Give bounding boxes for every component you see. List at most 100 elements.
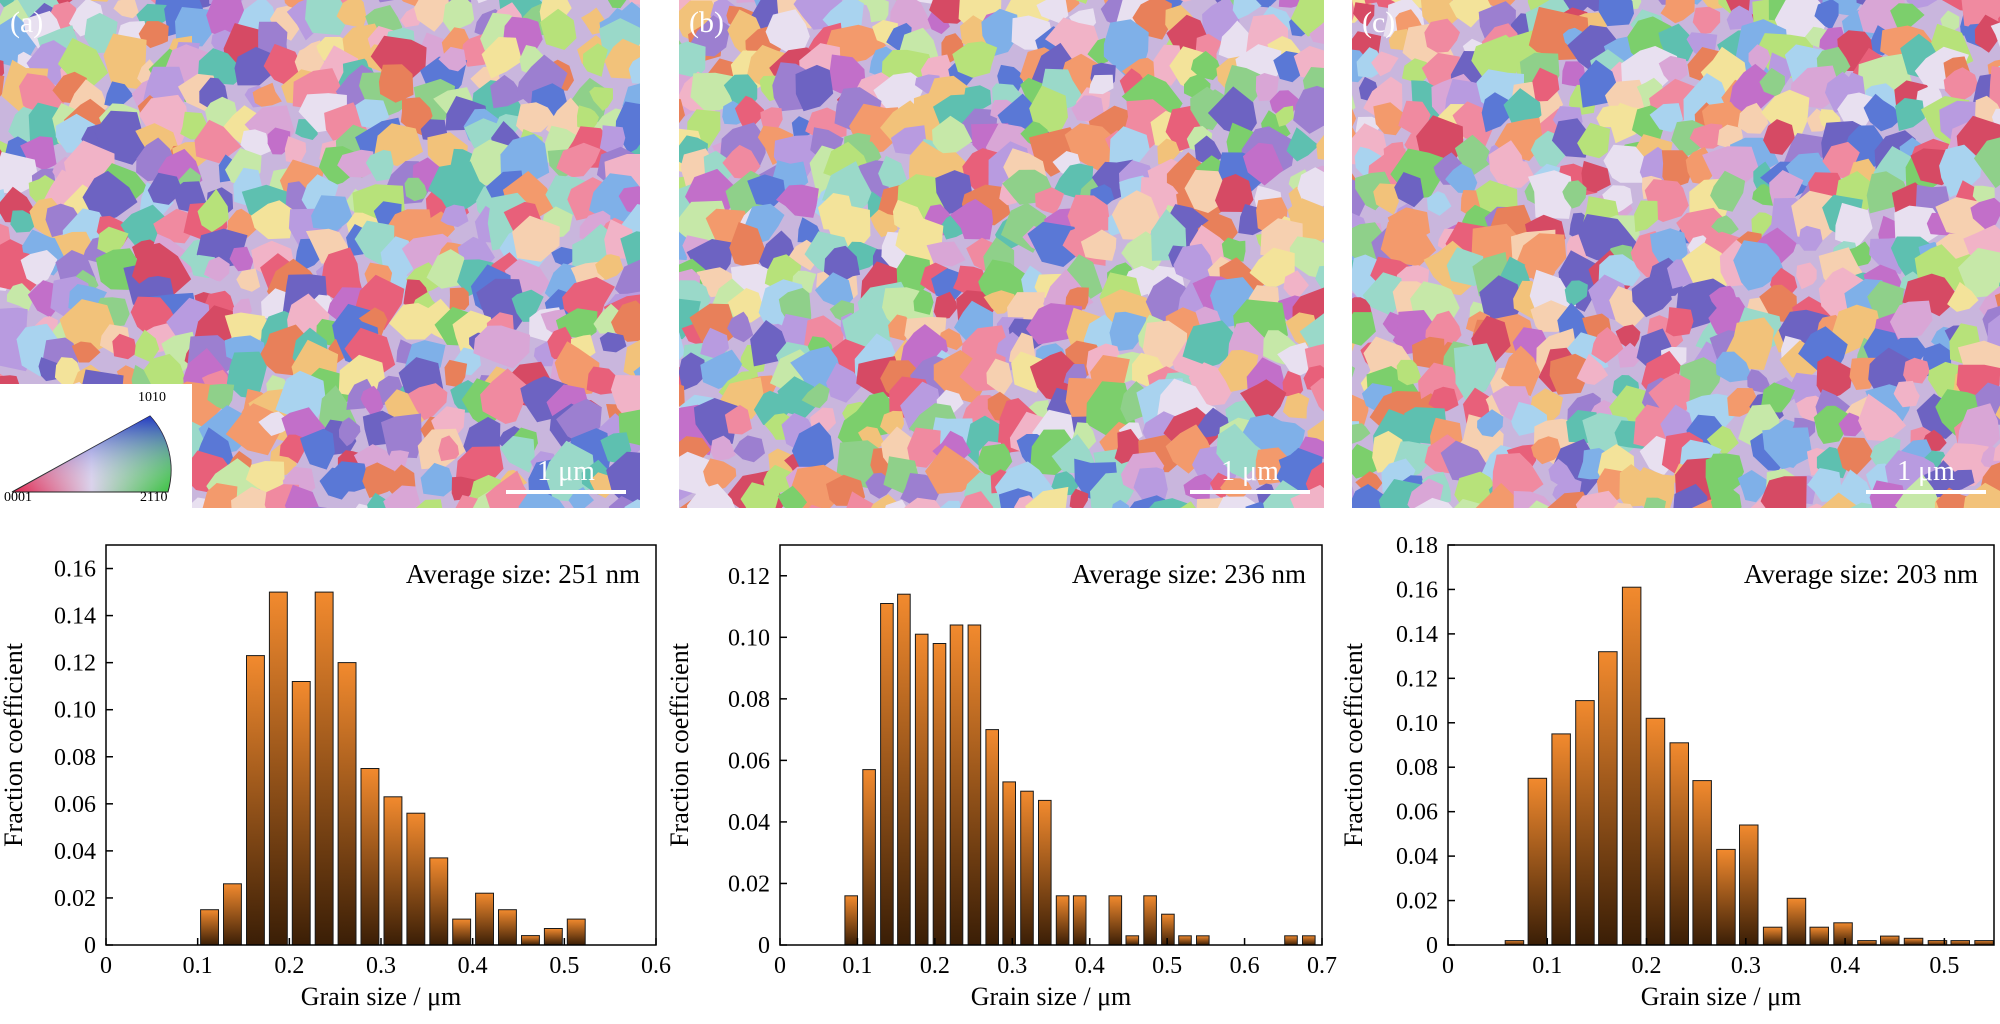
x-axis-label: Grain size / μm: [971, 982, 1132, 1011]
histogram-bar: [1109, 896, 1122, 945]
grain-mosaic: [1352, 0, 2000, 508]
y-axis-label: Fraction coefficient: [666, 642, 694, 847]
histogram-bar: [1763, 927, 1782, 945]
ipf-label-bottom-right: 2110: [140, 490, 167, 506]
scale-bar: 1 μm: [1190, 456, 1310, 494]
histogram-bar: [430, 858, 448, 945]
x-tick-label: 0.7: [1307, 953, 1337, 979]
x-tick-label: 0: [1442, 953, 1454, 979]
histogram-bar: [1717, 849, 1736, 945]
scale-bar-line: [1866, 490, 1986, 494]
x-tick-label: 0.3: [1731, 953, 1761, 979]
x-tick-label: 0.3: [997, 953, 1027, 979]
scale-bar-line: [506, 490, 626, 494]
histogram-bar: [986, 730, 999, 945]
histogram-bar: [407, 813, 425, 945]
x-tick-label: 0.5: [549, 953, 579, 979]
x-tick-label: 0.5: [1929, 953, 1959, 979]
histogram-bar: [1622, 587, 1641, 945]
histogram-bar: [1073, 896, 1086, 945]
histogram-bar: [1056, 896, 1069, 945]
histogram-bar: [292, 682, 310, 946]
x-tick-label: 0.2: [1632, 953, 1662, 979]
panel-label: (a): [10, 6, 43, 40]
y-tick-label: 0: [84, 933, 96, 959]
ebsd-map-b: (b) 1 μm: [679, 0, 1324, 508]
scale-bar: 1 μm: [506, 456, 626, 494]
histogram-bar: [845, 896, 858, 945]
ebsd-map-c: (c) 1 μm: [1352, 0, 2000, 508]
x-tick-label: 0.6: [1230, 953, 1260, 979]
scale-bar-label: 1 μm: [1866, 456, 1986, 488]
histogram-bar: [1179, 936, 1192, 945]
x-tick-label: 0.4: [1830, 953, 1860, 979]
histogram-bar: [1881, 936, 1900, 945]
y-tick-label: 0.06: [728, 748, 770, 774]
x-tick-label: 0.1: [1532, 953, 1562, 979]
y-tick-label: 0.08: [728, 687, 770, 713]
x-axis-label: Grain size / μm: [1641, 982, 1802, 1011]
x-axis-label: Grain size / μm: [301, 982, 462, 1011]
y-tick-label: 0.02: [728, 871, 770, 897]
histogram-bar: [315, 592, 333, 945]
y-tick-label: 0.06: [54, 792, 96, 818]
histogram-bar: [544, 929, 562, 946]
y-tick-label: 0.08: [54, 745, 96, 771]
histogram-bar: [1197, 936, 1210, 945]
scale-bar-label: 1 μm: [506, 456, 626, 488]
panel-label: (c): [1362, 6, 1395, 40]
histogram-bar: [1144, 896, 1157, 945]
histogram-bar: [1904, 938, 1923, 945]
histogram-bar: [269, 592, 287, 945]
x-tick-label: 0: [100, 953, 112, 979]
y-tick-label: 0.04: [54, 839, 96, 865]
histogram-bar: [1285, 936, 1298, 945]
y-tick-label: 0.10: [728, 625, 770, 651]
histogram-bar: [1646, 718, 1665, 945]
average-size-annotation: Average size: 251 nm: [406, 559, 640, 589]
y-tick-label: 0.16: [54, 557, 96, 583]
x-tick-label: 0.4: [1075, 953, 1105, 979]
y-tick-label: 0.18: [1396, 533, 1438, 559]
histogram-bar: [881, 604, 894, 946]
histogram-bar: [1576, 701, 1595, 945]
histogram-bar: [1693, 781, 1712, 945]
y-tick-label: 0.12: [54, 651, 96, 677]
y-tick-label: 0.10: [54, 698, 96, 724]
y-tick-label: 0.04: [728, 810, 770, 836]
y-axis-label: Fraction coefficient: [0, 642, 28, 847]
histogram-bar: [384, 797, 402, 945]
histogram-bar: [522, 936, 540, 945]
ipf-label-top: 1010: [138, 390, 166, 406]
y-tick-label: 0.10: [1396, 711, 1438, 737]
histogram-bar: [915, 634, 928, 945]
y-tick-label: 0.08: [1396, 755, 1438, 781]
histogram-bar: [933, 644, 946, 946]
histogram-bar: [1126, 936, 1139, 945]
histogram-bar: [1162, 914, 1175, 945]
average-size-annotation: Average size: 236 nm: [1072, 559, 1306, 589]
scale-bar-label: 1 μm: [1190, 456, 1310, 488]
histogram-bar: [224, 884, 242, 945]
ipf-color-key: 1010 0001 2110: [0, 384, 192, 508]
panel-label: (b): [689, 6, 724, 40]
histogram-bar: [1021, 791, 1034, 945]
histogram-bar: [1303, 936, 1316, 945]
histogram-bar: [950, 625, 963, 945]
x-tick-label: 0.3: [366, 953, 396, 979]
histogram-bar: [201, 910, 219, 945]
histogram-bar: [1599, 652, 1618, 945]
y-tick-label: 0: [758, 933, 770, 959]
y-axis-label: Fraction coefficient: [1340, 642, 1368, 847]
grain-mosaic: [679, 0, 1324, 508]
grain-texture: [679, 0, 1324, 508]
x-tick-label: 0.4: [458, 953, 488, 979]
y-tick-label: 0.14: [1396, 622, 1438, 648]
y-tick-label: 0.06: [1396, 800, 1438, 826]
histogram-bar: [1552, 734, 1571, 945]
x-tick-label: 0.1: [842, 953, 872, 979]
histogram-bar: [968, 625, 981, 945]
histogram-bar: [1670, 743, 1689, 945]
